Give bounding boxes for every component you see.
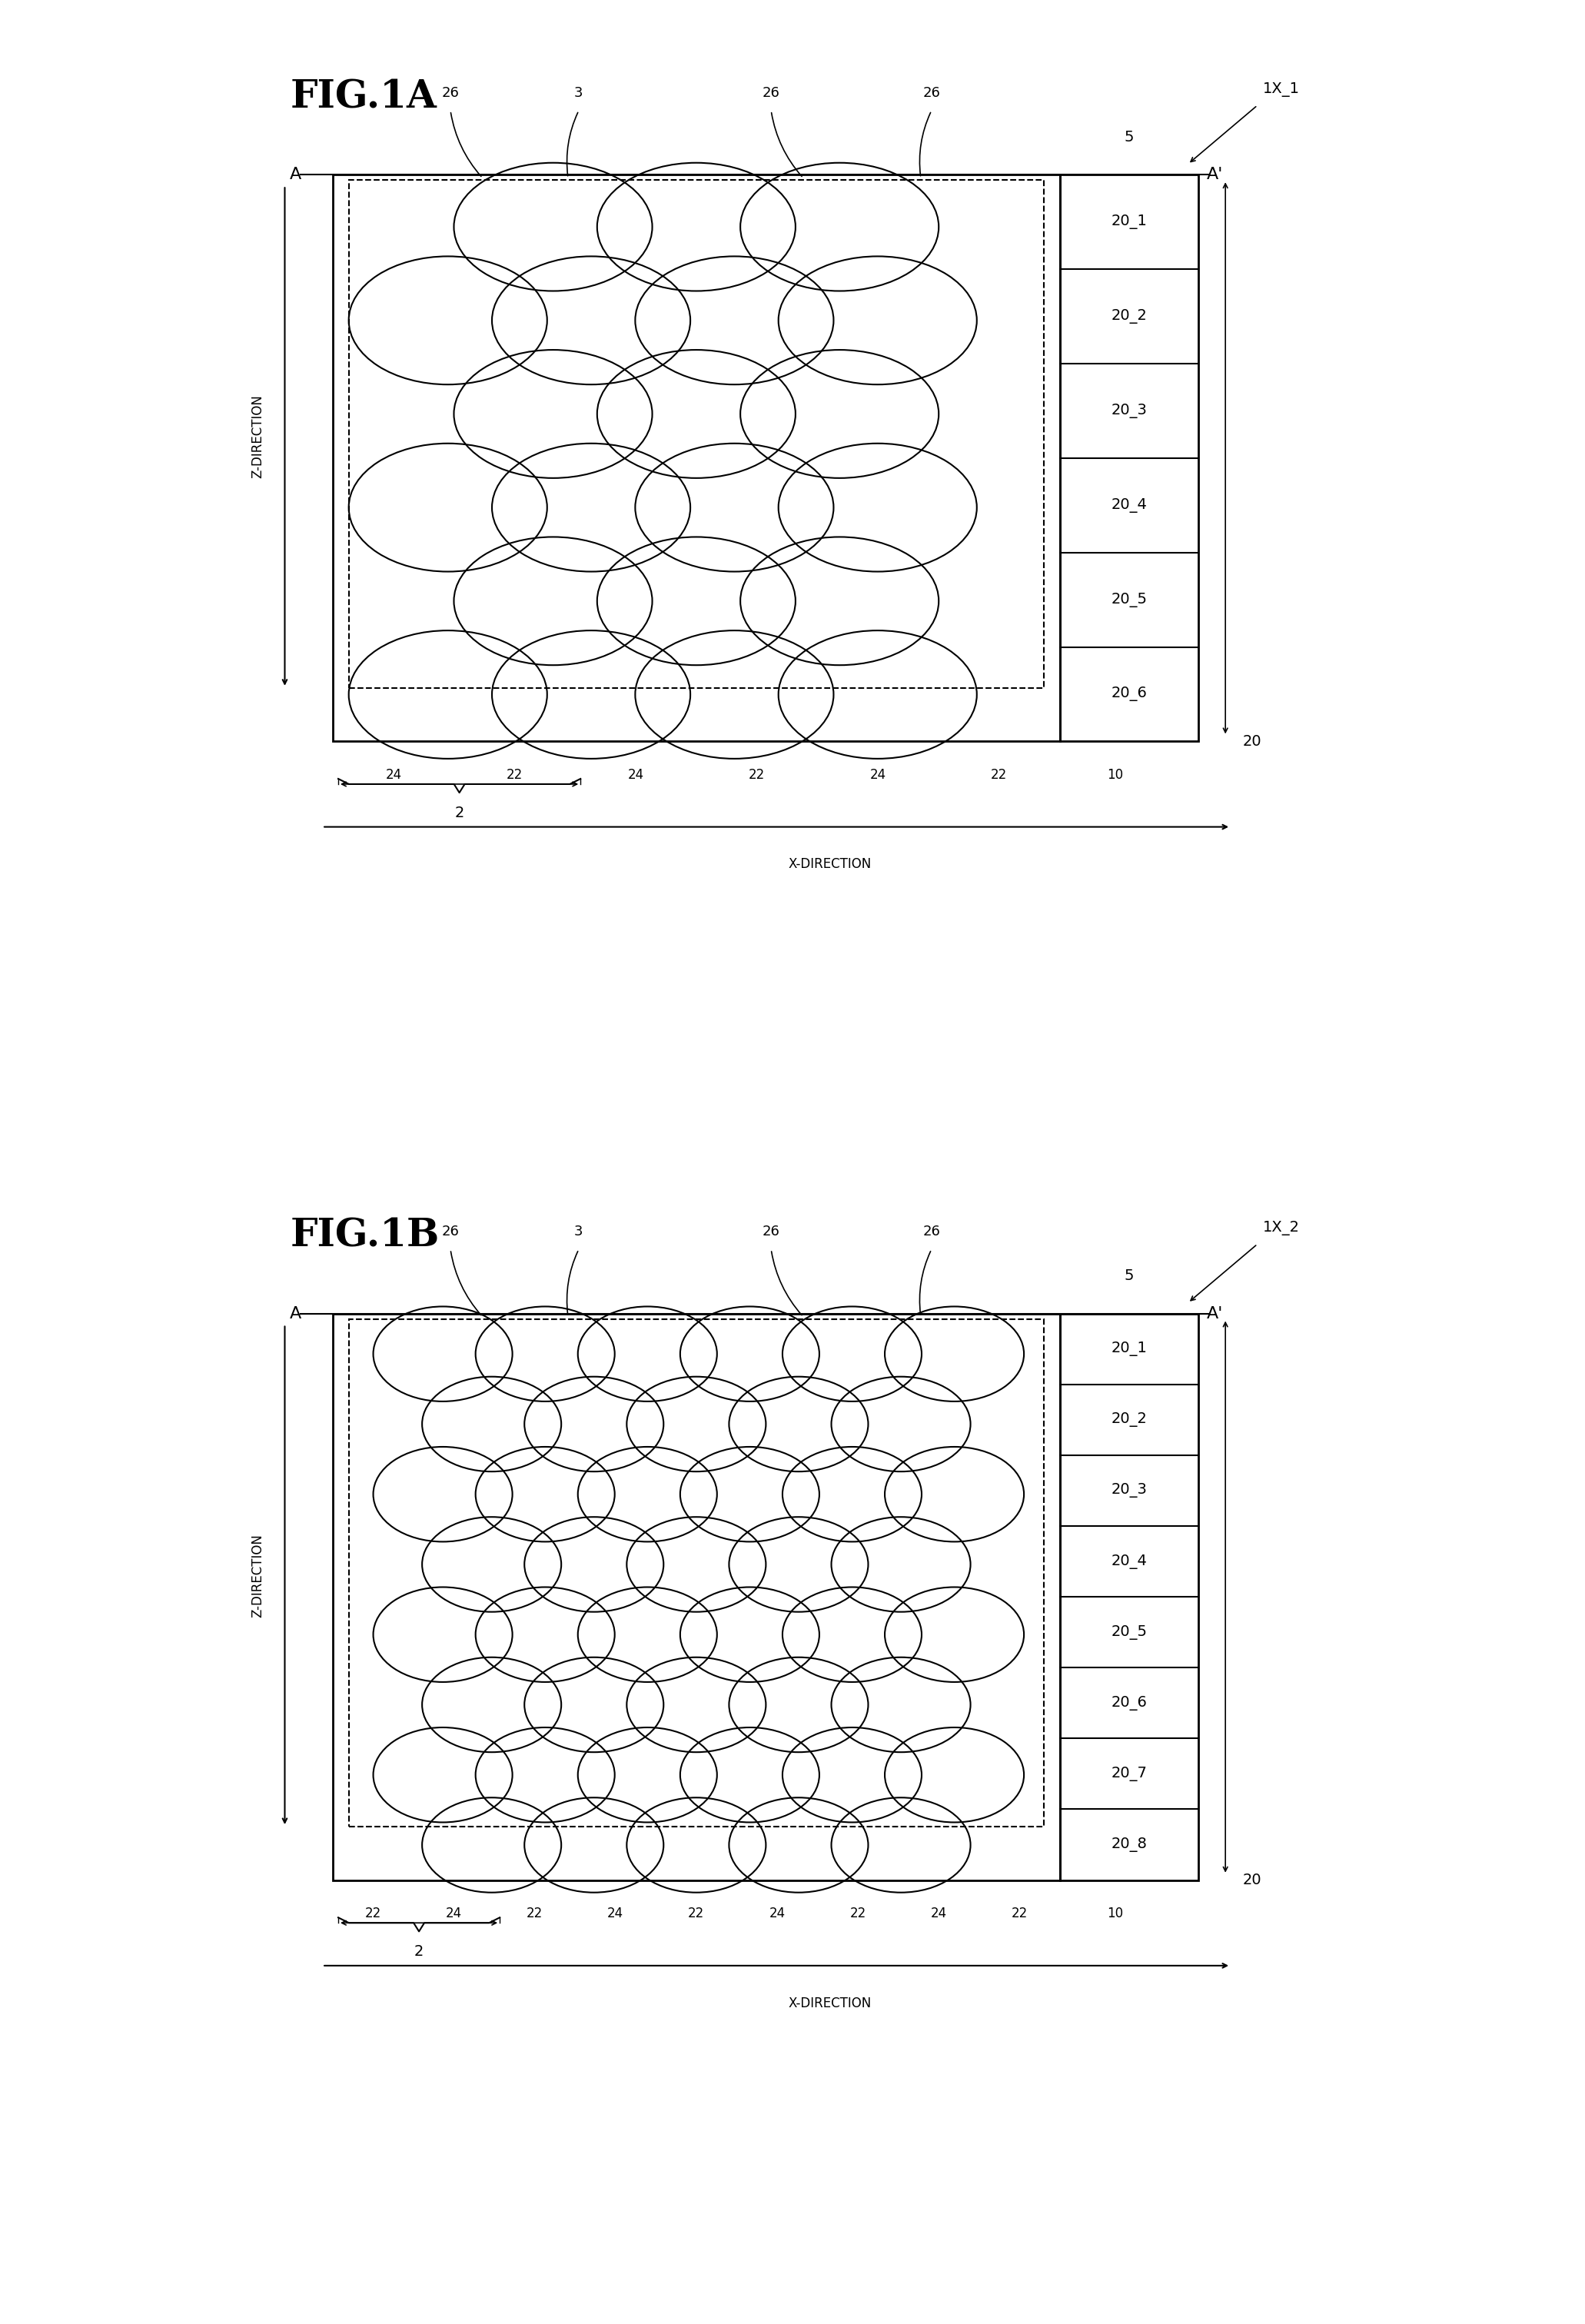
Text: 24: 24: [628, 767, 644, 781]
Text: 22: 22: [748, 767, 766, 781]
Text: 20_3: 20_3: [1111, 1483, 1148, 1499]
Text: FIG.1A: FIG.1A: [290, 79, 437, 116]
Text: A': A': [1206, 167, 1224, 184]
Bar: [333, 1313, 1060, 1880]
Text: Z-DIRECTION: Z-DIRECTION: [250, 1534, 265, 1618]
Text: 2: 2: [455, 806, 464, 820]
Text: 20_5: 20_5: [1111, 1624, 1148, 1638]
Text: 20_6: 20_6: [1111, 1697, 1148, 1710]
Text: 10: 10: [1108, 1906, 1124, 1920]
Text: 20: 20: [1243, 734, 1262, 748]
Text: 24: 24: [607, 1906, 623, 1920]
Text: A': A': [1206, 1306, 1224, 1322]
Text: 26: 26: [922, 86, 940, 100]
Text: 20_1: 20_1: [1111, 1341, 1148, 1357]
Text: 26: 26: [922, 1225, 940, 1239]
Bar: [1060, 174, 1198, 741]
Text: 1X_2: 1X_2: [1263, 1220, 1300, 1236]
Text: 20: 20: [1243, 1873, 1262, 1887]
Text: 26: 26: [762, 86, 780, 100]
Text: 24: 24: [930, 1906, 946, 1920]
Text: 10: 10: [1108, 767, 1124, 781]
Text: 5: 5: [1124, 1269, 1133, 1283]
Text: 20_4: 20_4: [1111, 1555, 1148, 1569]
Text: 3: 3: [574, 86, 583, 100]
Text: 22: 22: [526, 1906, 544, 1920]
Bar: [1060, 1313, 1198, 1880]
Text: X-DIRECTION: X-DIRECTION: [788, 1996, 872, 2010]
Text: 24: 24: [870, 767, 886, 781]
Text: 20_7: 20_7: [1111, 1766, 1148, 1780]
Text: 26: 26: [442, 86, 460, 100]
Text: FIG.1B: FIG.1B: [290, 1218, 439, 1255]
Text: X-DIRECTION: X-DIRECTION: [788, 858, 872, 872]
Text: 22: 22: [365, 1906, 382, 1920]
Text: 20_6: 20_6: [1111, 688, 1148, 702]
Text: 20_8: 20_8: [1111, 1838, 1148, 1852]
Text: 22: 22: [1011, 1906, 1027, 1920]
Text: 22: 22: [850, 1906, 865, 1920]
Text: 3: 3: [574, 1225, 583, 1239]
Text: 22: 22: [688, 1906, 704, 1920]
Text: Z-DIRECTION: Z-DIRECTION: [250, 395, 265, 479]
Text: A: A: [290, 167, 301, 184]
Text: 26: 26: [442, 1225, 460, 1239]
Bar: [349, 181, 1043, 688]
Text: A: A: [290, 1306, 301, 1322]
Text: 20_1: 20_1: [1111, 214, 1148, 230]
Bar: [349, 1318, 1043, 1827]
Text: 20_4: 20_4: [1111, 497, 1148, 514]
Text: 24: 24: [445, 1906, 463, 1920]
Text: 2: 2: [414, 1945, 423, 1959]
Text: 1X_1: 1X_1: [1263, 81, 1300, 98]
Bar: [333, 174, 1060, 741]
Text: 22: 22: [991, 767, 1008, 781]
Text: 20_5: 20_5: [1111, 593, 1148, 607]
Text: 20_2: 20_2: [1111, 309, 1148, 323]
Text: 22: 22: [507, 767, 523, 781]
Text: 20_2: 20_2: [1111, 1413, 1148, 1427]
Text: 24: 24: [385, 767, 401, 781]
Text: 20_3: 20_3: [1111, 404, 1148, 418]
Text: 26: 26: [762, 1225, 780, 1239]
Text: 24: 24: [769, 1906, 785, 1920]
Text: 5: 5: [1124, 130, 1133, 144]
